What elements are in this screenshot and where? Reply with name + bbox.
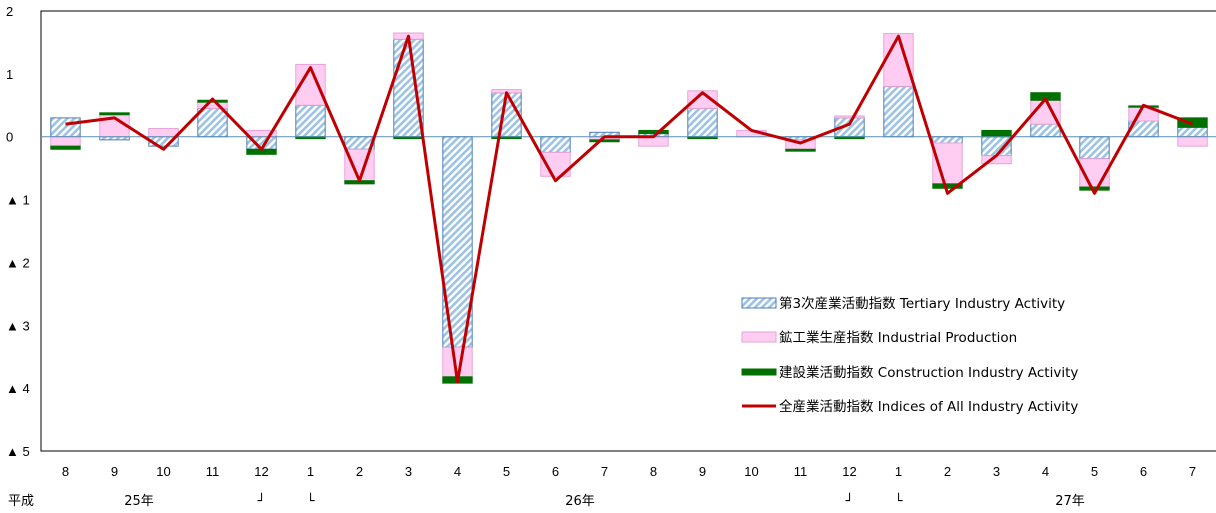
bar-tertiary-23	[1177, 126, 1208, 138]
bar-construction-11	[589, 139, 620, 143]
bar-industrial-17	[883, 33, 914, 87]
x-tick-label: 1	[895, 464, 902, 479]
era-label: ┘	[257, 492, 266, 509]
bar-tertiary-20	[1030, 123, 1061, 138]
bar-tertiary-10	[540, 136, 571, 153]
bar-tertiary-17	[883, 85, 914, 138]
x-tick-label: 7	[601, 464, 608, 479]
bar-industrial-0	[50, 136, 81, 147]
x-tick-label: 6	[552, 464, 559, 479]
bar-construction-21	[1079, 186, 1110, 191]
bar-industrial-23	[1177, 136, 1208, 147]
bar-construction-15	[785, 148, 816, 152]
era-labels: 平成 25年 ┘ └ 26年 ┘ └ 27年	[8, 492, 1085, 509]
x-tick-label: 9	[699, 464, 706, 479]
y-axis: 2 1 0 ▲ 1 ▲ 2 ▲ 3 ▲ 4 ▲ 5	[6, 4, 30, 459]
x-tick-label: 4	[1042, 464, 1049, 479]
x-tick-label: 10	[744, 464, 758, 479]
x-tick-label: 2	[356, 464, 363, 479]
x-tick-label: 11	[794, 464, 808, 479]
bar-industrial-2	[148, 128, 179, 138]
era-label: └	[895, 492, 903, 509]
legend-swatch-tertiary	[741, 297, 777, 309]
x-tick-label: 1	[307, 464, 314, 479]
bar-tertiary-19	[981, 136, 1012, 157]
era-label: └	[307, 492, 315, 509]
legend-label: 全産業活動指数 Indices of All Industry Activity	[779, 398, 1078, 415]
y-tick-label: ▲ 3	[6, 318, 30, 333]
y-tick-label: ▲ 4	[6, 381, 30, 396]
x-tick-label: 11	[206, 464, 220, 479]
bar-tertiary-7	[393, 38, 424, 138]
bar-tertiary-3	[197, 107, 228, 138]
era-label: ┘	[845, 492, 854, 509]
plot-area	[40, 10, 1216, 452]
era-label: 26年	[565, 494, 595, 509]
x-tick-label: 5	[503, 464, 510, 479]
y-tick-label: ▲ 2	[6, 255, 30, 270]
legend-swatch-industrial	[741, 331, 777, 343]
x-tick-label: 8	[62, 464, 69, 479]
x-tick-label: 12	[842, 464, 856, 479]
x-axis: 8 9 10 11 12 1 2 3 4 5 6 7 8 9 10 11 12 1 2 3 4 5 6 7	[62, 464, 1196, 479]
x-tick-label: 7	[1189, 464, 1196, 479]
era-label: 27年	[1055, 494, 1085, 509]
x-tick-label: 12	[254, 464, 268, 479]
legend-label: 建設業活動指数 Construction Industry Activity	[779, 365, 1078, 381]
x-tick-label: 8	[650, 464, 657, 479]
y-tick-label: ▲ 5	[6, 444, 30, 459]
y-tick-label: ▲ 1	[6, 193, 30, 208]
x-tick-label: 9	[111, 464, 118, 479]
bar-tertiary-5	[295, 104, 326, 138]
legend: 第3次産業活動指数 Tertiary Industry Activity 鉱工業生…	[741, 295, 1078, 415]
bar-tertiary-18	[932, 136, 963, 144]
y-tick-label: 1	[6, 67, 13, 82]
bar-construction-19	[981, 129, 1012, 138]
bar-tertiary-13	[687, 107, 718, 138]
y-tick-label: 2	[6, 4, 13, 19]
x-tick-label: 6	[1140, 464, 1147, 479]
bar-tertiary-8	[442, 136, 473, 348]
era-label: 25年	[124, 494, 154, 509]
bar-industrial-16	[834, 115, 865, 119]
legend-label: 鉱工業生産指数 Industrial Production	[779, 330, 1017, 346]
x-tick-label: 5	[1091, 464, 1098, 479]
x-tick-label: 2	[944, 464, 951, 479]
bar-construction-12	[638, 129, 669, 135]
x-tick-label: 4	[454, 464, 461, 479]
x-tick-label: 3	[405, 464, 412, 479]
bar-tertiary-0	[50, 117, 81, 138]
line-layer	[65, 34, 1194, 384]
bar-construction-1	[99, 112, 130, 116]
x-tick-label: 10	[156, 464, 170, 479]
bar-construction-0	[50, 145, 81, 150]
legend-label: 第3次産業活動指数 Tertiary Industry Activity	[779, 295, 1065, 312]
era-label: 平成	[8, 494, 34, 509]
bar-tertiary-21	[1079, 136, 1110, 160]
x-tick-label: 3	[993, 464, 1000, 479]
bar-industrial-13	[687, 90, 718, 109]
all-industry-line	[65, 34, 1194, 384]
y-tick-label: 0	[6, 130, 13, 145]
legend-swatch-construction	[741, 368, 777, 376]
